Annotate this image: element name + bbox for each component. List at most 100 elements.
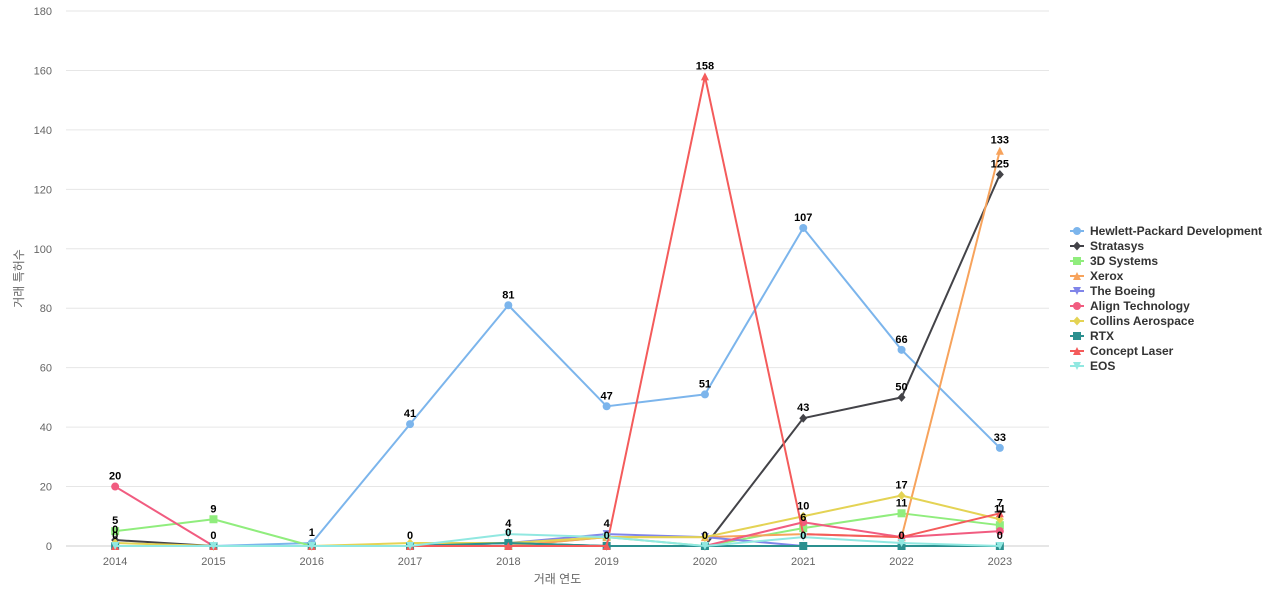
legend-item[interactable]: EOS <box>1070 359 1115 373</box>
data-labels: 1418147511076633043501255961171334201017… <box>109 60 1009 542</box>
data-point[interactable] <box>799 511 808 521</box>
data-point[interactable] <box>504 530 513 539</box>
data-point[interactable] <box>995 521 1004 530</box>
data-label: 20 <box>109 471 121 483</box>
series-line[interactable] <box>115 533 1000 547</box>
legend-item[interactable]: Collins Aerospace <box>1070 314 1195 328</box>
data-label: 0 <box>702 530 708 542</box>
series-stratasys[interactable] <box>111 169 1004 551</box>
data-point[interactable] <box>602 533 611 542</box>
data-point[interactable] <box>897 509 906 518</box>
data-point[interactable] <box>995 169 1004 179</box>
legend-item[interactable]: Concept Laser <box>1070 344 1174 358</box>
data-point[interactable] <box>209 542 218 550</box>
data-label: 0 <box>997 530 1003 542</box>
x-axis: 2014 2015 2016 2017 2018 2019 2020 2021 2022 2023 <box>103 556 1012 568</box>
grid-lines <box>66 10 1049 547</box>
y-tick-label: 160 <box>34 65 52 77</box>
series-line[interactable] <box>115 226 1001 547</box>
data-point[interactable] <box>700 532 709 542</box>
series-xerox[interactable] <box>111 146 1004 550</box>
data-label: 17 <box>895 479 907 491</box>
legend-label: Align Technology <box>1090 299 1190 313</box>
data-point[interactable] <box>897 345 906 354</box>
data-point[interactable] <box>307 542 316 550</box>
x-tick-label: 2015 <box>201 556 225 568</box>
data-label: 0 <box>407 530 413 542</box>
data-point[interactable] <box>995 509 1004 518</box>
data-point[interactable] <box>700 542 709 550</box>
data-point[interactable] <box>995 146 1004 155</box>
x-tick-label: 2021 <box>791 556 815 568</box>
data-point[interactable] <box>799 524 808 533</box>
data-point[interactable] <box>700 390 709 399</box>
data-label: 50 <box>895 381 907 393</box>
data-point[interactable] <box>111 482 120 491</box>
y-axis-title: 거래 특허수 <box>12 249 26 308</box>
data-point[interactable] <box>897 490 906 500</box>
data-point[interactable] <box>995 443 1004 452</box>
x-tick-label: 2014 <box>103 556 127 568</box>
data-label: 0 <box>898 530 904 542</box>
series-hewlett-packard-development[interactable] <box>111 223 1004 550</box>
data-point[interactable] <box>700 72 709 81</box>
series-line[interactable] <box>114 485 1000 547</box>
data-point[interactable] <box>111 542 120 550</box>
data-label: 6 <box>800 512 806 524</box>
legend-item[interactable]: Align Technology <box>1070 299 1190 313</box>
data-point[interactable] <box>209 515 218 524</box>
data-label: 0 <box>604 530 610 542</box>
legend-marker[interactable] <box>1073 332 1081 340</box>
data-label: 11 <box>896 497 908 509</box>
series-group <box>111 72 1004 551</box>
data-label: 7 <box>997 509 1003 521</box>
legend-marker[interactable] <box>1073 316 1081 326</box>
y-tick-label: 40 <box>40 422 52 434</box>
data-point[interactable] <box>504 542 513 550</box>
y-tick-label: 0 <box>46 541 52 553</box>
data-point[interactable] <box>111 527 120 536</box>
legend-marker[interactable] <box>1073 241 1081 251</box>
legend-item[interactable]: The Boeing <box>1070 284 1155 298</box>
legend-item[interactable]: Xerox <box>1070 269 1124 283</box>
legend-marker[interactable] <box>1073 302 1081 310</box>
data-point[interactable] <box>504 301 513 310</box>
legend-marker[interactable] <box>1073 272 1081 280</box>
series-line[interactable] <box>115 174 1001 547</box>
data-point[interactable] <box>799 223 808 232</box>
data-point[interactable] <box>995 542 1004 550</box>
legend-marker[interactable] <box>1073 257 1081 265</box>
data-point[interactable] <box>995 527 1004 536</box>
legend-label: 3D Systems <box>1090 254 1158 268</box>
y-tick-label: 80 <box>40 303 52 315</box>
legend-item[interactable]: Stratasys <box>1070 239 1144 253</box>
data-label: 107 <box>794 212 812 224</box>
x-tick-label: 2020 <box>693 556 717 568</box>
data-point[interactable] <box>406 542 415 550</box>
data-point[interactable] <box>897 539 906 548</box>
series-line[interactable] <box>115 75 1001 547</box>
legend-item[interactable]: Hewlett-Packard Development <box>1070 224 1262 238</box>
data-point[interactable] <box>799 413 808 423</box>
data-label: 0 <box>210 530 216 542</box>
legend-marker[interactable] <box>1073 227 1081 235</box>
x-tick-label: 2017 <box>398 556 422 568</box>
data-point[interactable] <box>602 542 611 550</box>
legend-marker[interactable] <box>1073 347 1081 355</box>
data-point[interactable] <box>799 533 808 542</box>
legend-item[interactable]: RTX <box>1070 329 1114 343</box>
legend-label: Concept Laser <box>1090 344 1174 358</box>
data-point[interactable] <box>602 402 611 411</box>
data-point[interactable] <box>406 420 415 429</box>
legend-marker[interactable] <box>1073 362 1081 370</box>
data-label: 133 <box>991 135 1009 147</box>
data-label: 51 <box>699 378 711 390</box>
legend-item[interactable]: 3D Systems <box>1070 254 1158 268</box>
data-point[interactable] <box>799 542 808 550</box>
x-tick-label: 2022 <box>889 556 913 568</box>
legend-marker[interactable] <box>1073 287 1081 295</box>
series-eos[interactable] <box>111 530 1004 550</box>
data-point[interactable] <box>897 392 906 402</box>
